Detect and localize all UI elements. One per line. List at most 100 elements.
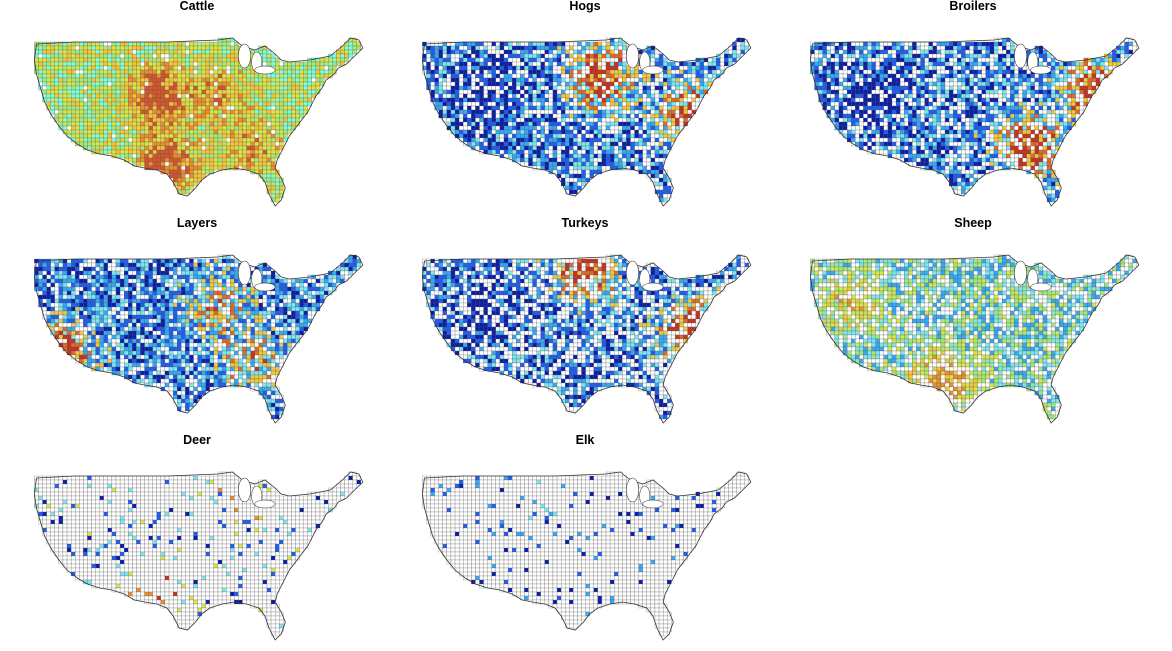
county-cell (172, 49, 178, 55)
county-cell (536, 57, 541, 63)
county-cell (560, 149, 566, 155)
county-cell (193, 133, 198, 139)
county-cell (205, 129, 210, 135)
county-cell (924, 61, 929, 67)
county-cell (70, 133, 76, 139)
county-cell (581, 157, 586, 163)
county-cell (642, 149, 647, 155)
county-cell (581, 57, 586, 63)
county-cell (152, 73, 157, 79)
county-cell (654, 133, 660, 139)
county-cell (581, 137, 586, 143)
county-cell (75, 105, 80, 111)
county-cell (467, 53, 472, 59)
county-cell (540, 161, 545, 167)
county-cell (544, 105, 550, 111)
county-cell (667, 105, 672, 111)
county-cell (544, 45, 550, 51)
county-cell (115, 45, 121, 51)
county-cell (593, 53, 598, 59)
county-cell (846, 93, 852, 99)
county-cell (503, 81, 509, 87)
county-cell (274, 121, 280, 127)
county-cell (185, 105, 190, 111)
county-cell (454, 109, 460, 115)
county-cell (597, 57, 603, 63)
county-cell (642, 157, 647, 163)
county-cell (197, 81, 202, 87)
county-cell (291, 121, 296, 127)
county-cell (136, 125, 141, 131)
county-cell (95, 77, 100, 83)
county-cell (193, 137, 198, 143)
county-cell (650, 73, 656, 79)
county-cell (589, 141, 594, 147)
county-cell (274, 149, 280, 155)
county-cell (111, 125, 117, 131)
county-cell (230, 81, 235, 87)
county-cell (270, 57, 276, 63)
county-cell (589, 65, 594, 71)
county-cell (475, 89, 480, 95)
county-cell (516, 73, 521, 79)
county-cell (1063, 73, 1068, 79)
county-cell (168, 129, 174, 135)
county-cell (279, 109, 284, 115)
county-cell (201, 113, 206, 119)
county-cell (581, 133, 586, 139)
county-cell (458, 81, 464, 87)
county-cell (156, 145, 162, 151)
county-cell (487, 53, 492, 59)
county-cell (62, 53, 68, 59)
county-cell (1038, 57, 1044, 63)
county-cell (217, 65, 223, 71)
county-cell (981, 49, 986, 55)
county-cell (467, 137, 472, 143)
county-cell (667, 113, 672, 119)
county-cell (503, 57, 509, 63)
county-cell (650, 125, 656, 131)
county-cell (458, 129, 464, 135)
county-cell (254, 137, 259, 143)
county-cell (842, 93, 848, 99)
county-cell (463, 105, 468, 111)
county-cell (124, 41, 129, 47)
county-cell (128, 133, 133, 139)
county-cell (532, 85, 537, 91)
county-cell (646, 149, 652, 155)
county-cell (213, 97, 219, 103)
county-cell (254, 161, 259, 167)
county-cell (503, 125, 509, 131)
county-cell (156, 61, 162, 67)
county-cell (91, 129, 96, 135)
county-cell (54, 61, 60, 67)
county-cell (181, 165, 186, 171)
county-cell (189, 69, 194, 75)
county-cell (234, 153, 239, 159)
county-cell (1018, 97, 1023, 103)
county-cell (205, 97, 210, 103)
county-cell (912, 93, 917, 99)
county-cell (675, 61, 680, 67)
county-cell (601, 117, 607, 123)
county-cell (589, 173, 594, 179)
county-cell (560, 77, 566, 83)
county-cell (520, 137, 525, 143)
county-cell (295, 61, 300, 67)
county-cell (299, 101, 304, 107)
county-cell (299, 61, 304, 67)
county-cell (609, 77, 615, 83)
county-cell (258, 137, 264, 143)
county-cell (560, 125, 566, 131)
county-cell (270, 73, 276, 79)
county-cell (581, 165, 586, 171)
county-cell (871, 45, 876, 51)
county-cell (609, 145, 615, 151)
county-cell (491, 129, 496, 135)
county-cell (209, 45, 215, 51)
county-cell (58, 53, 64, 59)
county-cell (524, 117, 529, 123)
county-cell (871, 53, 876, 59)
county-cell (924, 57, 929, 63)
county-cell (193, 177, 198, 183)
